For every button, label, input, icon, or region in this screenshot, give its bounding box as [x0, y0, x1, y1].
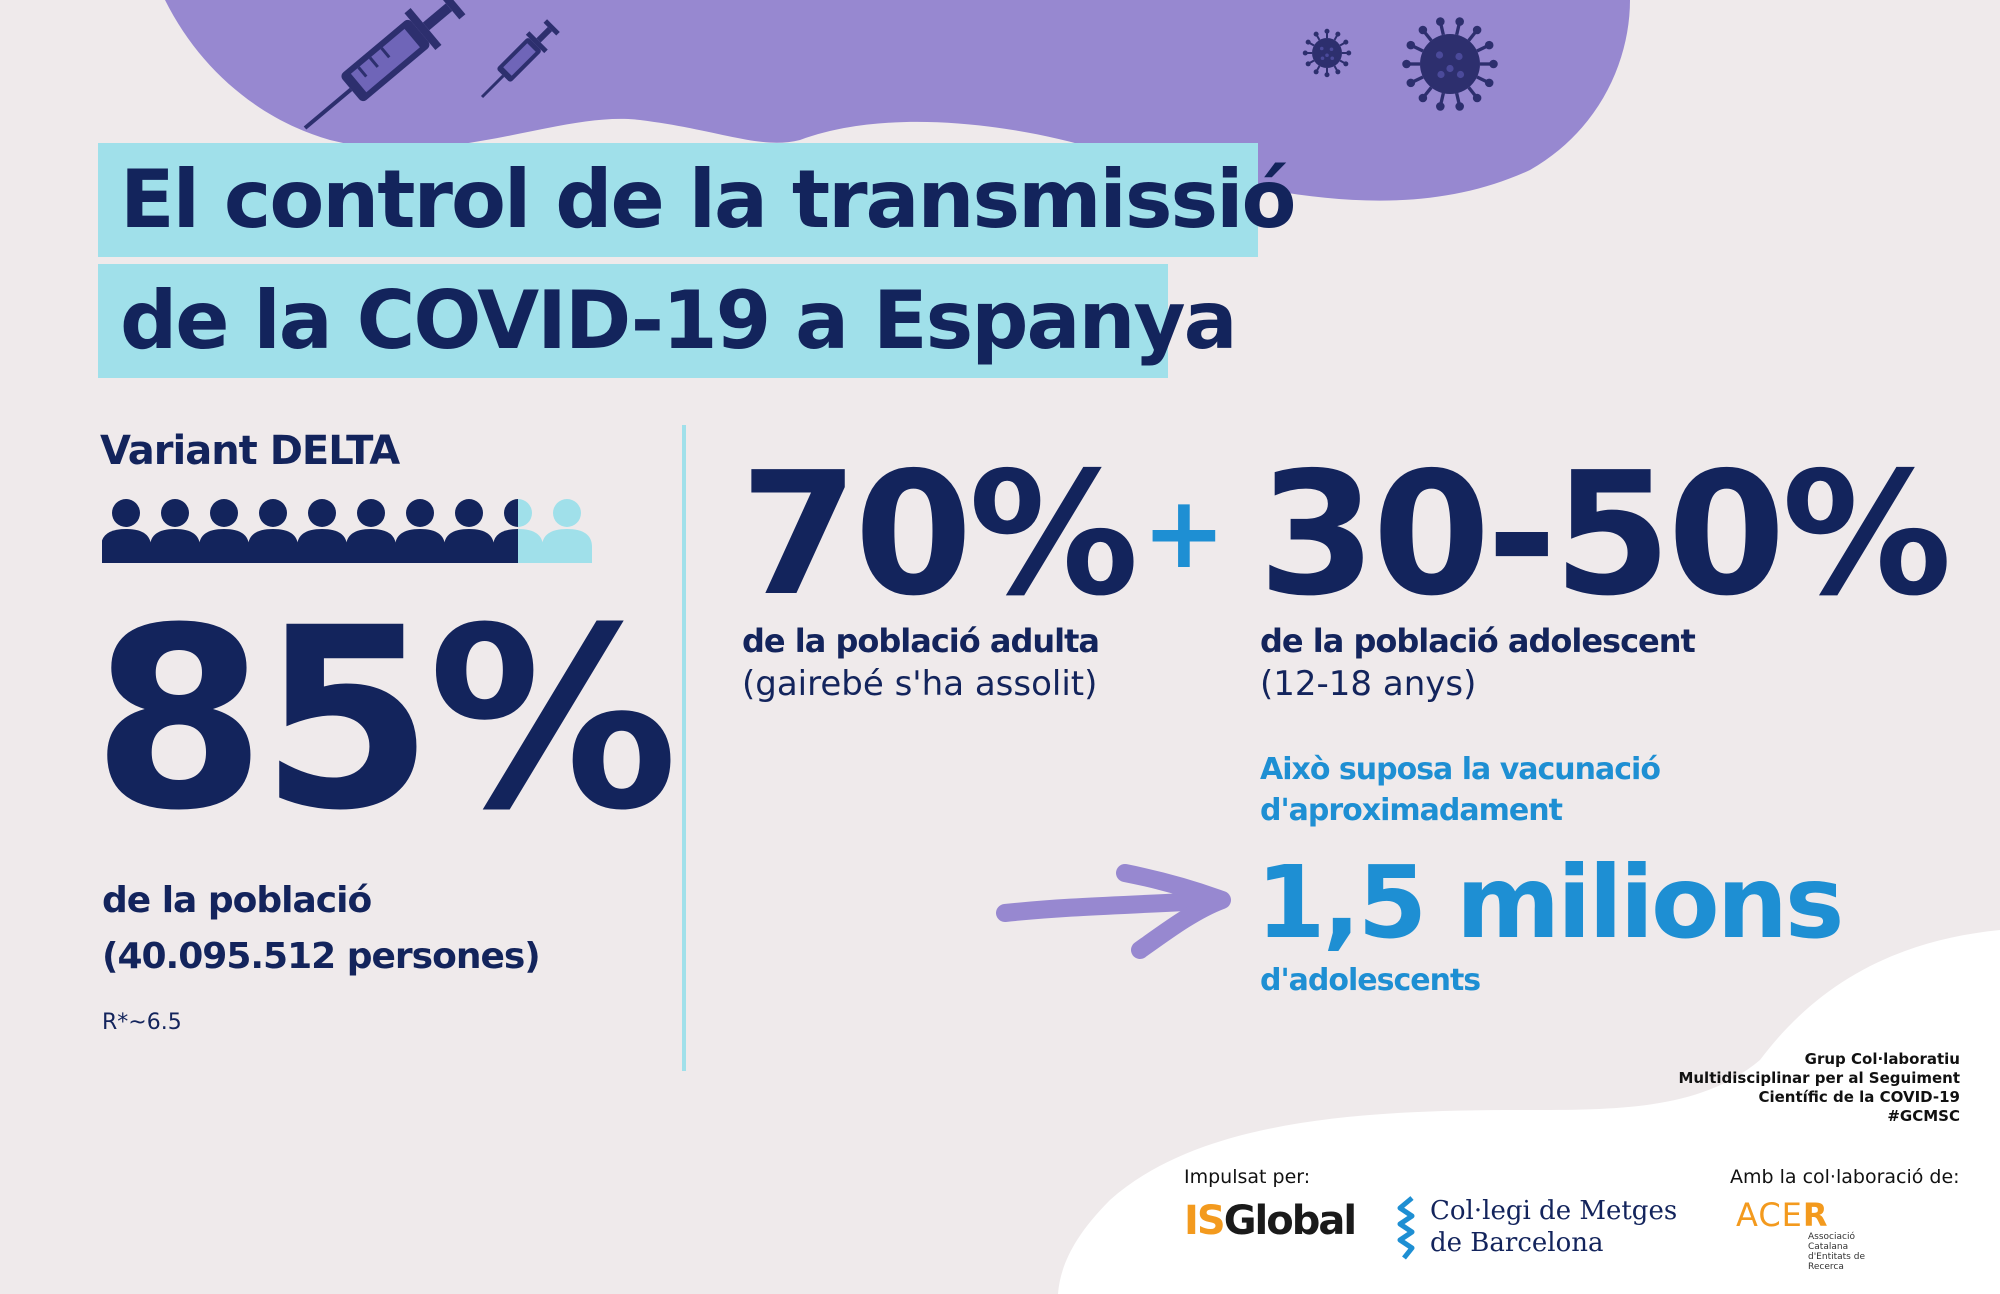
- person-icon: [493, 499, 543, 563]
- person-icon: [199, 499, 249, 563]
- group-credit-line: Multidisciplinar per al Seguiment: [1678, 1069, 1960, 1087]
- variant-label: Variant DELTA: [100, 428, 400, 474]
- comb-logo-icon: [1397, 1196, 1415, 1260]
- white-blob: [1058, 930, 2000, 1294]
- person-icon: [542, 499, 592, 563]
- people-icon-row: [102, 499, 592, 563]
- group-credit-line: Grup Col·laboratiu: [1804, 1050, 1960, 1068]
- adult-label: de la població adulta: [742, 622, 1100, 660]
- person-icon: [346, 499, 396, 563]
- plus-sign: +: [1142, 474, 1226, 591]
- population-label: de la població: [102, 880, 372, 921]
- adolescent-note: (12-18 anys): [1260, 664, 1477, 704]
- person-icon: [395, 499, 445, 563]
- implication-line-1: Això suposa la vacunació: [1260, 752, 1661, 787]
- person-icon: [444, 499, 494, 563]
- comb-name-line-1: Col·legi de Metges: [1430, 1196, 1678, 1226]
- adolescent-label: de la població adolescent: [1260, 622, 1696, 660]
- isglobal-logo: ISGlobal: [1184, 1198, 1357, 1244]
- person-icon: [248, 499, 298, 563]
- group-credit-line: #GCMSC: [1887, 1107, 1960, 1125]
- group-credit: Grup Col·laboratiu Multidisciplinar per …: [1678, 1050, 1960, 1126]
- isglobal-logo-suffix: Global: [1223, 1198, 1357, 1244]
- syringe-icon: [303, 0, 466, 130]
- acer-subtitle: Associació Catalana d'Entitats de Recerc…: [1808, 1232, 1865, 1272]
- acer-logo-prefix: ACE: [1736, 1196, 1803, 1234]
- syringe-icon: [480, 19, 560, 99]
- title-line-2: de la COVID-19 a Espanya: [98, 264, 1238, 378]
- person-icon: [102, 499, 151, 563]
- promoted-by-label: Impulsat per:: [1184, 1166, 1311, 1188]
- adult-note: (gairebé s'ha assolit): [742, 664, 1098, 704]
- population-count: (40.095.512 persones): [102, 936, 541, 977]
- millions-figure: 1,5 milions: [1256, 844, 1844, 961]
- comb-name-line-2: de Barcelona: [1430, 1228, 1604, 1258]
- r-value: R*~6.5: [102, 1010, 182, 1035]
- acer-logo: ACER: [1736, 1196, 1829, 1234]
- implication-line-2: d'aproximadament: [1260, 793, 1563, 828]
- isglobal-logo-prefix: IS: [1184, 1198, 1226, 1244]
- adolescent-percent: 30-50%: [1258, 436, 1952, 634]
- adult-percent: 70%: [740, 436, 1139, 634]
- virus-icon: [1302, 28, 1352, 78]
- arrow-icon: [996, 864, 1231, 959]
- person-icon: [297, 499, 347, 563]
- title-line-1: El control de la transmissió: [98, 143, 1296, 257]
- adolescents-label: d'adolescents: [1260, 963, 1481, 998]
- group-credit-line: Científic de la COVID-19: [1758, 1088, 1960, 1106]
- divider: [682, 425, 686, 1071]
- virus-icon: [1402, 17, 1498, 111]
- collaboration-label: Amb la col·laboració de:: [1730, 1166, 1960, 1188]
- delta-percent: 85%: [92, 574, 678, 865]
- acer-logo-suffix: R: [1802, 1196, 1829, 1234]
- person-icon: [150, 499, 200, 563]
